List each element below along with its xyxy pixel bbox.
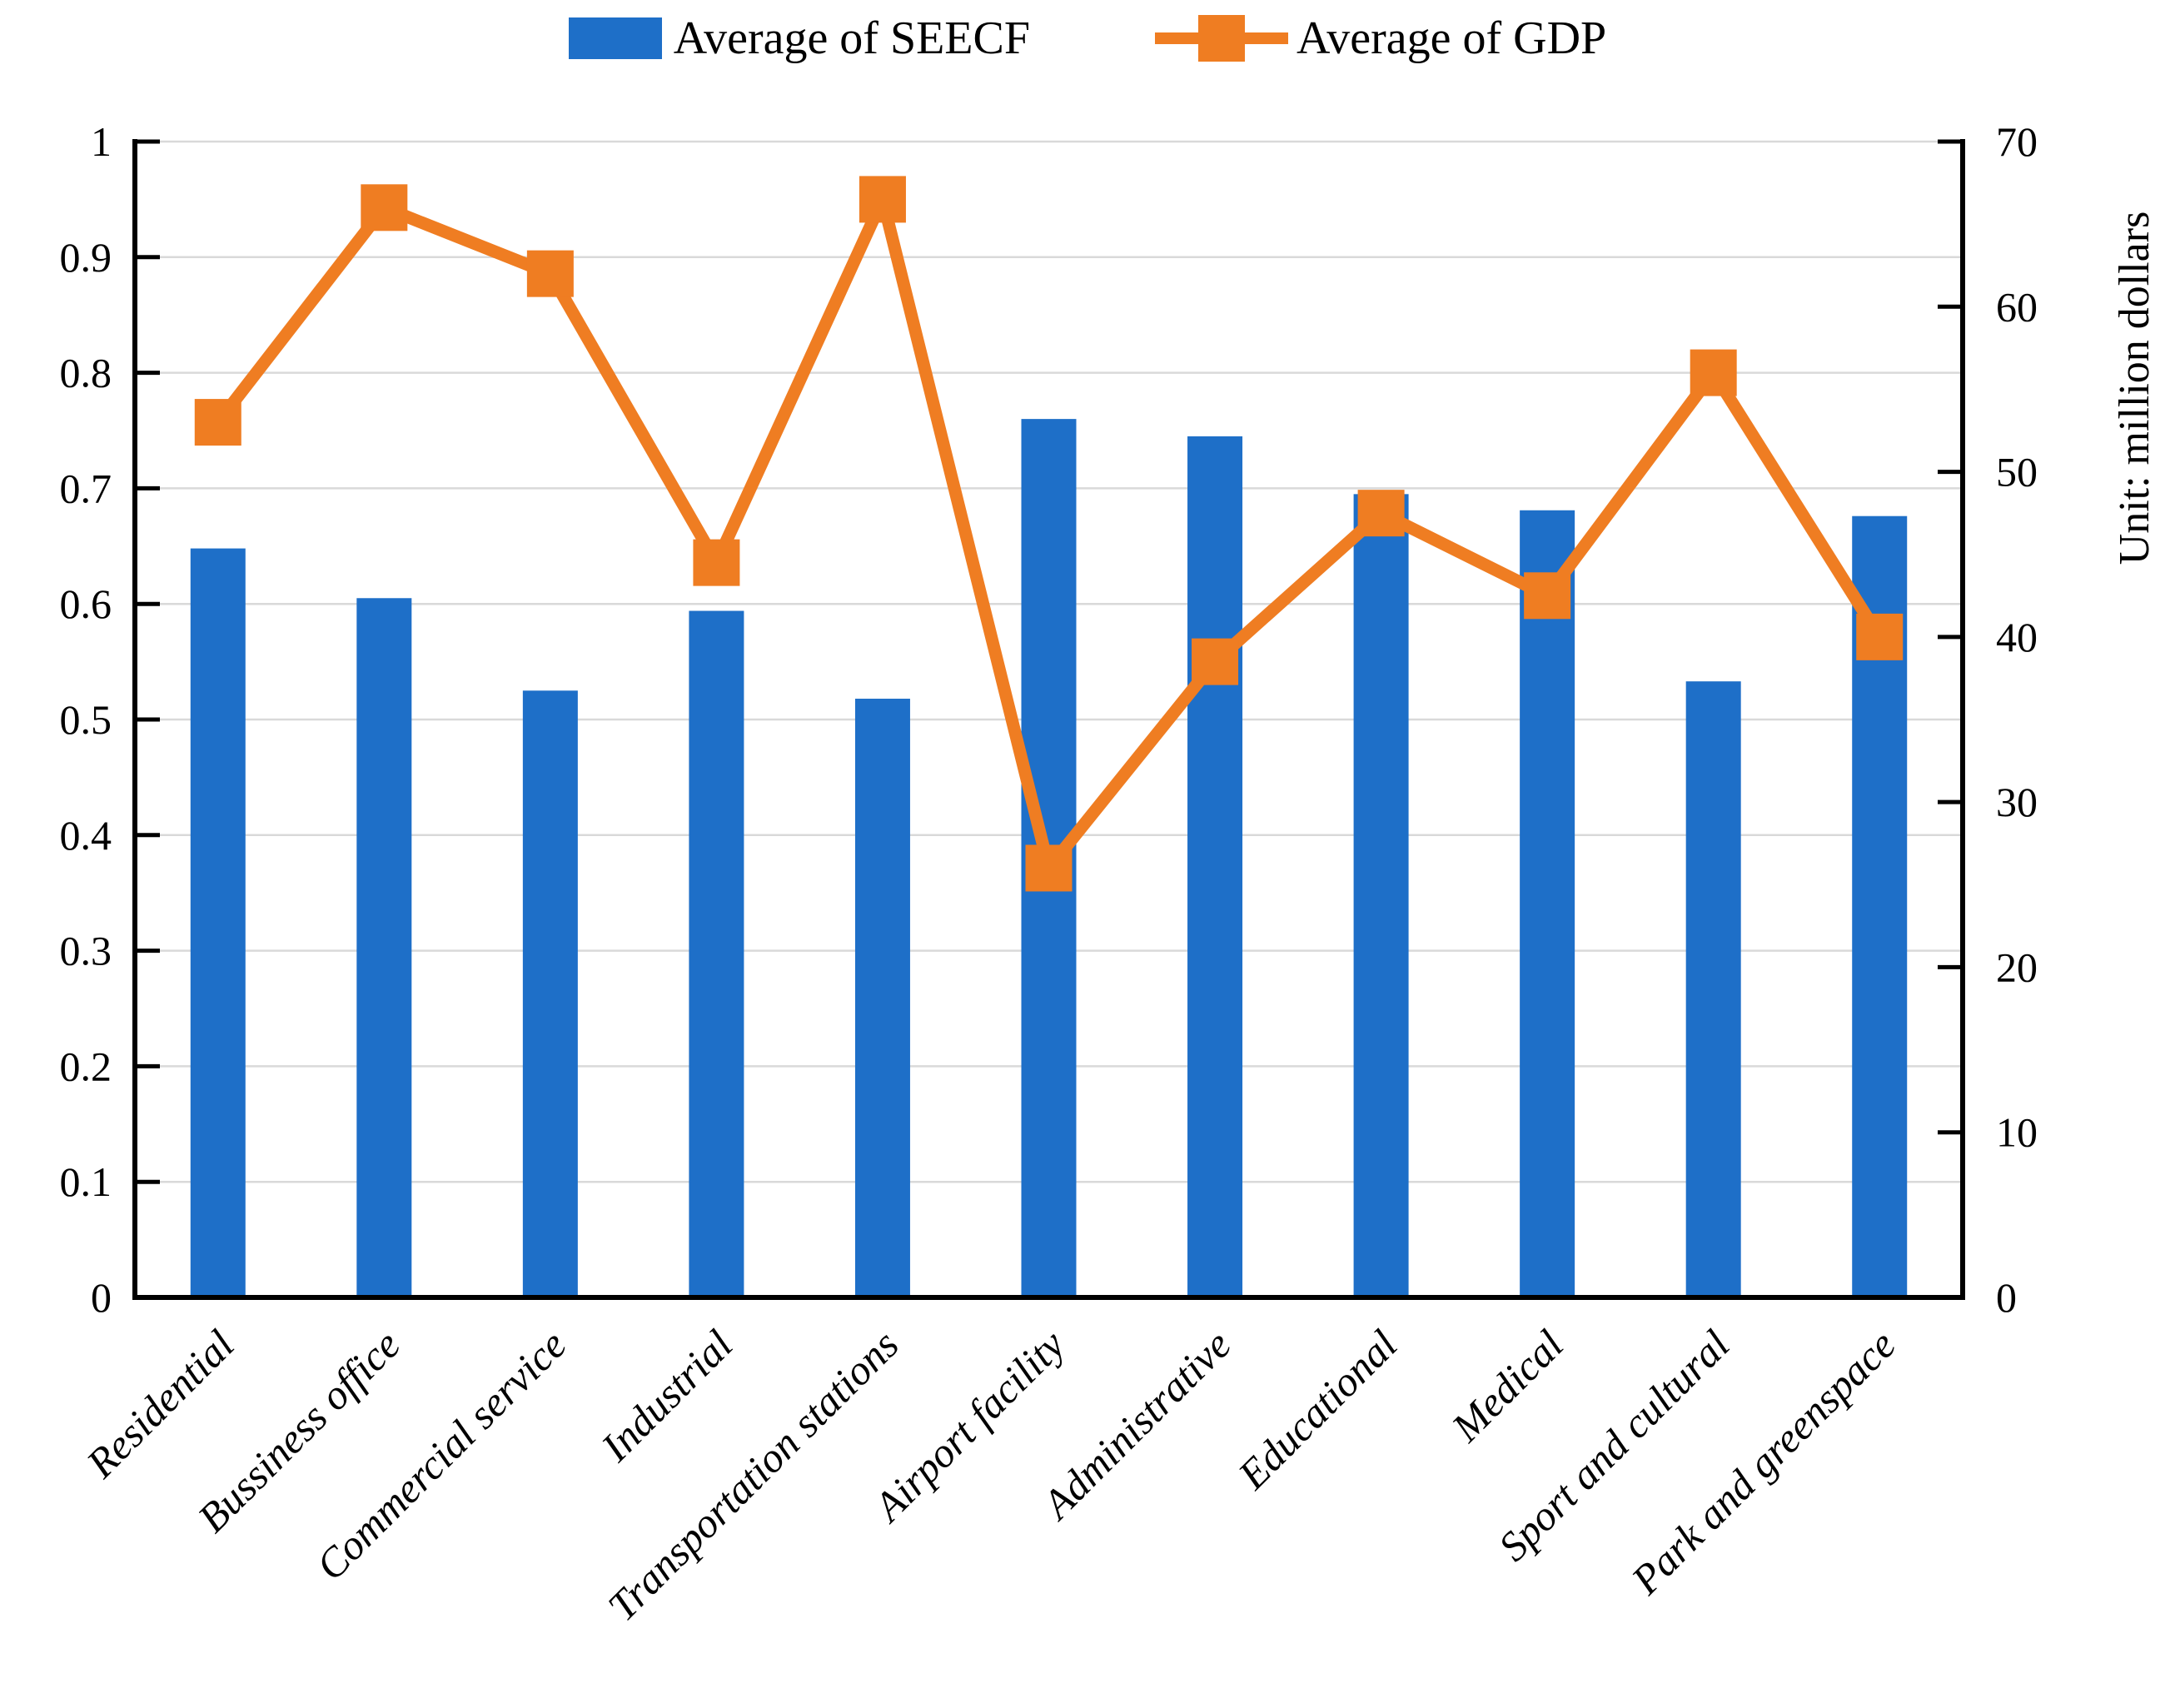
x-category-label: Educational <box>1228 1321 1406 1498</box>
left-axis-tick-label: 0.8 <box>60 350 112 396</box>
x-category-label: Transportation stations <box>599 1321 908 1630</box>
x-category-label: Residential <box>77 1321 242 1486</box>
right-axis-tick-label: 0 <box>1996 1274 2017 1321</box>
gdp-marker-airport-facility <box>1025 844 1073 892</box>
x-category-label: Medical <box>1442 1321 1572 1451</box>
left-axis-tick-label: 0.4 <box>60 812 112 859</box>
gdp-marker-bussiness-office <box>361 184 408 232</box>
gdp-marker-educational <box>1357 490 1405 537</box>
bar-sport-and-cultural <box>1685 681 1741 1297</box>
right-axis-tick-label: 50 <box>1996 449 2038 495</box>
gdp-marker-industrial <box>693 539 740 586</box>
gdp-marker-commercial-service <box>526 250 574 297</box>
right-axis-tick-label: 30 <box>1996 779 2038 825</box>
gdp-marker-park-and-greenspace <box>1856 613 1904 660</box>
bar-transportation-stations <box>854 699 910 1297</box>
left-axis-tick-label: 0.7 <box>60 465 112 511</box>
bar-residential <box>190 548 246 1297</box>
left-axis-tick-label: 0.9 <box>60 234 112 281</box>
bar-industrial <box>689 610 744 1297</box>
bar-commercial-service <box>522 690 578 1297</box>
right-axis-tick-label: 10 <box>1996 1109 2038 1156</box>
gdp-marker-transportation-stations <box>859 176 906 223</box>
left-axis-tick-label: 0.6 <box>60 580 112 627</box>
bar-medical <box>1520 510 1575 1297</box>
gdp-marker-residential <box>194 399 241 446</box>
left-axis-tick-label: 0.3 <box>60 928 112 974</box>
left-axis-tick-label: 0.2 <box>60 1043 112 1089</box>
bar-educational <box>1353 494 1409 1297</box>
gdp-marker-sport-and-cultural <box>1690 349 1737 396</box>
right-axis-tick-label: 40 <box>1996 614 2038 660</box>
bar-administrative <box>1187 436 1243 1298</box>
gdp-marker-medical <box>1524 572 1571 620</box>
left-axis-tick-label: 0 <box>91 1274 112 1321</box>
left-axis-tick-label: 0.5 <box>60 696 112 743</box>
right-axis-tick-label: 20 <box>1996 944 2038 990</box>
left-axis-tick-label: 0.1 <box>60 1158 112 1205</box>
x-category-label: Industrial <box>591 1321 741 1471</box>
bar-bussiness-office <box>356 598 412 1297</box>
right-axis-tick-label: 70 <box>1996 118 2038 165</box>
right-axis-tick-label: 60 <box>1996 283 2038 330</box>
gdp-marker-administrative <box>1192 638 1239 685</box>
left-axis-tick-label: 1 <box>91 118 112 165</box>
